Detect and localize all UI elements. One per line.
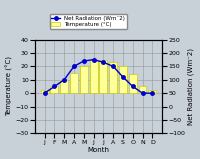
Bar — [50, 86, 58, 93]
Bar — [129, 74, 137, 93]
Bar — [70, 73, 78, 93]
X-axis label: Month: Month — [87, 147, 109, 153]
Bar — [80, 66, 88, 93]
Bar — [139, 86, 146, 93]
Bar — [109, 62, 117, 93]
Bar — [90, 60, 98, 93]
Bar — [148, 90, 156, 93]
Bar — [41, 90, 49, 93]
Y-axis label: Temperature (°C): Temperature (°C) — [6, 56, 13, 116]
Bar — [119, 66, 127, 93]
Y-axis label: Net Radiation (Wm⁻2): Net Radiation (Wm⁻2) — [188, 48, 194, 125]
Bar — [60, 80, 68, 93]
Bar — [99, 60, 107, 93]
Legend: Net Radiation (Wm⁻2), Temperature (°C): Net Radiation (Wm⁻2), Temperature (°C) — [50, 14, 127, 29]
